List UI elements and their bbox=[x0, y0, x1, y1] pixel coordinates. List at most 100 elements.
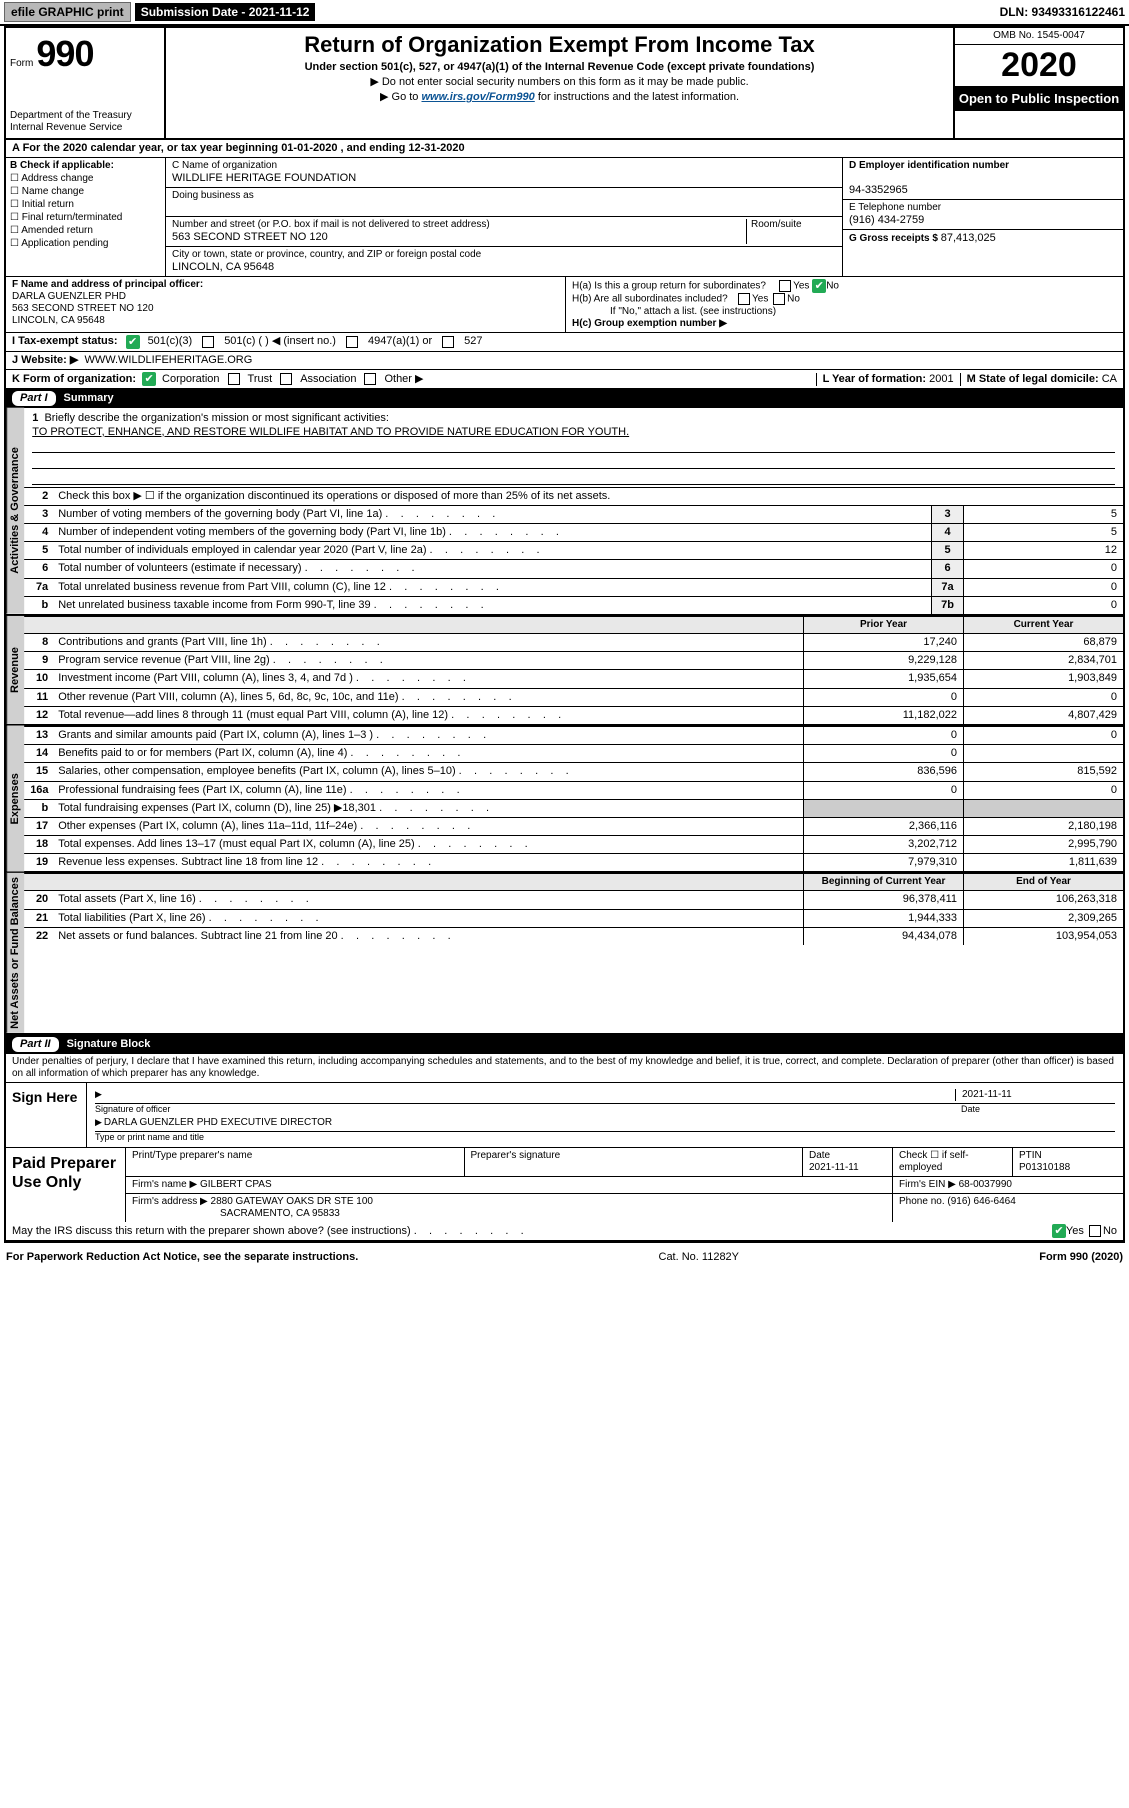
paid-preparer-label: Paid Preparer Use Only bbox=[6, 1148, 126, 1222]
form-header: Form 990 Department of the Treasury Inte… bbox=[6, 28, 1123, 139]
gov-line-3: 3Number of voting members of the governi… bbox=[24, 505, 1123, 523]
chk-initial-return[interactable]: ☐ Initial return bbox=[10, 199, 161, 211]
tax-year: 2020 bbox=[955, 45, 1123, 87]
chk-final-return[interactable]: ☐ Final return/terminated bbox=[10, 212, 161, 224]
ha-yes[interactable] bbox=[779, 280, 791, 292]
chk-501c[interactable] bbox=[202, 336, 214, 348]
revenue-line-10: 10Investment income (Part VIII, column (… bbox=[24, 669, 1123, 687]
row-klm: K Form of organization: ✔ Corporation Tr… bbox=[6, 370, 1123, 389]
org-city: LINCOLN, CA 95648 bbox=[172, 261, 274, 273]
sidelabel-netassets: Net Assets or Fund Balances bbox=[6, 873, 24, 1033]
ptin: P01310188 bbox=[1019, 1162, 1070, 1173]
revenue-line-11: 11Other revenue (Part VIII, column (A), … bbox=[24, 688, 1123, 706]
firm-name: GILBERT CPAS bbox=[200, 1179, 272, 1190]
expense-line-15: 15Salaries, other compensation, employee… bbox=[24, 762, 1123, 780]
section-netassets: Net Assets or Fund Balances Beginning of… bbox=[6, 873, 1123, 1035]
line-2: 2Check this box ▶ ☐ if the organization … bbox=[24, 487, 1123, 505]
section-governance: Activities & Governance 1 Briefly descri… bbox=[6, 408, 1123, 616]
netasset-line-20: 20Total assets (Part X, line 16)96,378,4… bbox=[24, 890, 1123, 908]
org-name: WILDLIFE HERITAGE FOUNDATION bbox=[172, 172, 356, 184]
sidelabel-expenses: Expenses bbox=[6, 726, 24, 872]
gross-receipts: 87,413,025 bbox=[941, 232, 996, 244]
calendar-year-row: A For the 2020 calendar year, or tax yea… bbox=[6, 140, 1123, 158]
dept-label: Department of the Treasury Internal Reve… bbox=[10, 110, 160, 134]
website-value: WWW.WILDLIFEHERITAGE.ORG bbox=[84, 354, 252, 367]
efile-button[interactable]: efile GRAPHIC print bbox=[4, 2, 131, 22]
expense-line-16a: 16aProfessional fundraising fees (Part I… bbox=[24, 781, 1123, 799]
officer-name-title: DARLA GUENZLER PHD EXECUTIVE DIRECTOR bbox=[95, 1115, 1115, 1132]
fh-row: F Name and address of principal officer:… bbox=[6, 277, 1123, 333]
chk-corp[interactable]: ✔ bbox=[142, 372, 156, 386]
chk-501c3[interactable]: ✔ bbox=[126, 335, 140, 349]
discuss-no[interactable] bbox=[1089, 1225, 1101, 1237]
firm-phone: (916) 646-6464 bbox=[947, 1196, 1015, 1207]
header-left: Form 990 Department of the Treasury Inte… bbox=[6, 28, 166, 137]
chk-application[interactable]: ☐ Application pending bbox=[10, 238, 161, 250]
sidelabel-governance: Activities & Governance bbox=[6, 408, 24, 614]
box-f: F Name and address of principal officer:… bbox=[6, 277, 566, 332]
header-right: OMB No. 1545-0047 2020 Open to Public In… bbox=[953, 28, 1123, 137]
ein: 94-3352965 bbox=[849, 184, 908, 196]
irs-link[interactable]: www.irs.gov/Form990 bbox=[421, 91, 534, 103]
hb-yes[interactable] bbox=[738, 293, 750, 305]
footer-form: Form 990 (2020) bbox=[1039, 1251, 1123, 1264]
footer-cat: Cat. No. 11282Y bbox=[358, 1251, 1039, 1264]
gov-line-b: bNet unrelated business taxable income f… bbox=[24, 596, 1123, 614]
firm-ein: 68-0037990 bbox=[959, 1179, 1012, 1190]
org-address: 563 SECOND STREET NO 120 bbox=[172, 231, 328, 243]
form-body: Form 990 Department of the Treasury Inte… bbox=[4, 26, 1125, 1243]
chk-address-change[interactable]: ☐ Address change bbox=[10, 173, 161, 185]
page-footer: For Paperwork Reduction Act Notice, see … bbox=[0, 1247, 1129, 1268]
expense-line-18: 18Total expenses. Add lines 13–17 (must … bbox=[24, 835, 1123, 853]
state-domicile: CA bbox=[1102, 373, 1117, 385]
paid-preparer-block: Paid Preparer Use Only Print/Type prepar… bbox=[6, 1147, 1123, 1222]
line-1-mission: 1 Briefly describe the organization's mi… bbox=[24, 408, 1123, 484]
revenue-line-12: 12Total revenue—add lines 8 through 11 (… bbox=[24, 706, 1123, 724]
declaration: Under penalties of perjury, I declare th… bbox=[6, 1054, 1123, 1082]
submission-date-button[interactable]: Submission Date - 2021-11-12 bbox=[135, 3, 316, 21]
officer-name: DARLA GUENZLER PHD bbox=[12, 291, 126, 302]
chk-trust[interactable] bbox=[228, 373, 240, 385]
form-word: Form bbox=[10, 58, 33, 69]
chk-4947[interactable] bbox=[346, 336, 358, 348]
chk-527[interactable] bbox=[442, 336, 454, 348]
firm-addr: 2880 GATEWAY OAKS DR STE 100 bbox=[211, 1196, 373, 1207]
gov-line-6: 6Total number of volunteers (estimate if… bbox=[24, 559, 1123, 577]
expense-line-b: bTotal fundraising expenses (Part IX, co… bbox=[24, 799, 1123, 817]
box-deg: D Employer identification number 94-3352… bbox=[843, 158, 1123, 277]
form-title: Return of Organization Exempt From Incom… bbox=[172, 32, 947, 58]
open-inspection: Open to Public Inspection bbox=[955, 87, 1123, 111]
netasset-line-22: 22Net assets or fund balances. Subtract … bbox=[24, 927, 1123, 945]
sidelabel-revenue: Revenue bbox=[6, 616, 24, 724]
chk-assoc[interactable] bbox=[280, 373, 292, 385]
header-center: Return of Organization Exempt From Incom… bbox=[166, 28, 953, 137]
ha-no[interactable]: ✔ bbox=[812, 279, 826, 293]
revenue-line-8: 8Contributions and grants (Part VIII, li… bbox=[24, 633, 1123, 651]
self-employed-check[interactable]: Check ☐ if self-employed bbox=[893, 1148, 1013, 1176]
section-expenses: Expenses 13Grants and similar amounts pa… bbox=[6, 726, 1123, 874]
note-1: ▶ Do not enter social security numbers o… bbox=[172, 76, 947, 89]
fin-header-1: Prior Year Current Year bbox=[24, 616, 1123, 633]
chk-name-change[interactable]: ☐ Name change bbox=[10, 186, 161, 198]
gov-line-5: 5Total number of individuals employed in… bbox=[24, 541, 1123, 559]
identity-grid: B Check if applicable: ☐ Address change … bbox=[6, 158, 1123, 278]
row-i: I Tax-exempt status: ✔ 501(c)(3) 501(c) … bbox=[6, 333, 1123, 352]
discuss-yes[interactable]: ✔ bbox=[1052, 1224, 1066, 1238]
chk-amended[interactable]: ☐ Amended return bbox=[10, 225, 161, 237]
box-c: C Name of organization WILDLIFE HERITAGE… bbox=[166, 158, 843, 277]
top-bar: efile GRAPHIC print Submission Date - 20… bbox=[0, 0, 1129, 26]
hb-no[interactable] bbox=[773, 293, 785, 305]
part-i-header: Part I Summary bbox=[6, 389, 1123, 408]
chk-other[interactable] bbox=[364, 373, 376, 385]
section-revenue: Revenue Prior Year Current Year 8Contrib… bbox=[6, 616, 1123, 726]
prep-date: 2021-11-11 bbox=[809, 1162, 859, 1173]
sign-here-block: Sign Here 2021-11-11 Signature of office… bbox=[6, 1082, 1123, 1147]
discuss-row: May the IRS discuss this return with the… bbox=[6, 1222, 1123, 1241]
form-number: 990 bbox=[36, 33, 93, 74]
sign-date: 2021-11-11 bbox=[955, 1089, 1115, 1101]
sign-here-label: Sign Here bbox=[6, 1083, 86, 1147]
dln-label: DLN: 93493316122461 bbox=[1000, 5, 1125, 19]
omb-label: OMB No. 1545-0047 bbox=[955, 28, 1123, 45]
note-2: ▶ Go to www.irs.gov/Form990 for instruct… bbox=[172, 91, 947, 104]
box-b: B Check if applicable: ☐ Address change … bbox=[6, 158, 166, 277]
